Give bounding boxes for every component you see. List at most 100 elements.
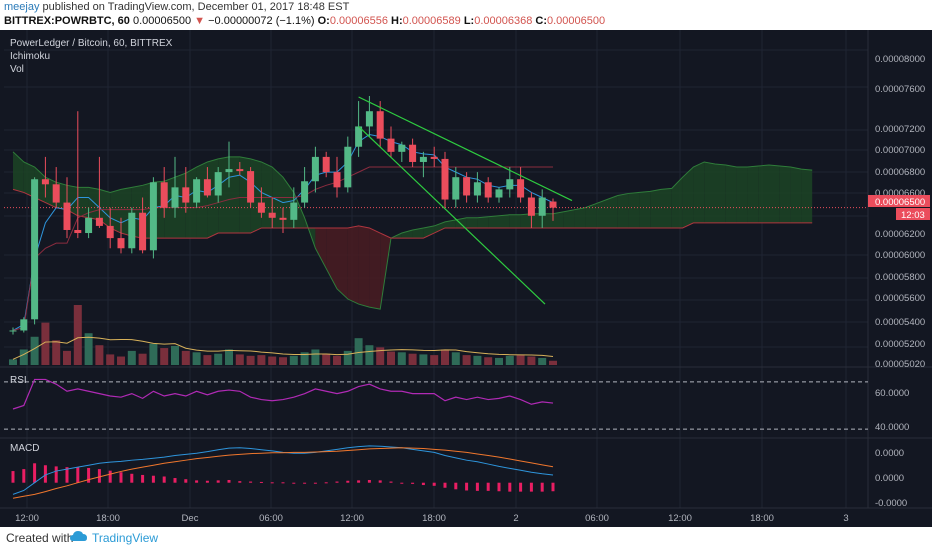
volume-bar-38 [419, 354, 428, 365]
volume-bar-50 [549, 360, 557, 365]
volume-bar-17 [192, 352, 201, 365]
cloud-segment-20 [229, 156, 240, 234]
low-value: 0.00006368 [474, 15, 533, 27]
cloud-segment-31 [347, 225, 359, 305]
macd-hist-bar-30 [335, 481, 339, 483]
upper-trendline [358, 96, 573, 202]
ichimoku-legend[interactable]: Ichimoku [10, 51, 50, 62]
candle-body-25 [279, 217, 287, 220]
volume-bar-46 [505, 355, 514, 365]
cloud-segment-60 [661, 188, 672, 228]
macd-hist-bar-24 [270, 482, 274, 484]
macd-hist-bar-40 [443, 482, 447, 488]
candle-body-37 [409, 144, 417, 162]
leading-span-a [12, 151, 813, 310]
macd-hist-bar-20 [227, 479, 231, 483]
candle-body-48 [527, 197, 535, 216]
trendline-drawings[interactable] [358, 96, 573, 305]
volume-bar-36 [397, 352, 406, 365]
open-value: 0.00006556 [329, 15, 388, 27]
publish-header: meejay published on TradingView.com, Dec… [0, 0, 932, 30]
candle-body-41 [452, 177, 460, 200]
candle-body-12 [139, 212, 147, 251]
time-tick-10: 3 [843, 513, 848, 524]
time-tick-9: 18:00 [750, 513, 774, 524]
candle-body-8 [95, 217, 103, 226]
cloud-segment-71 [779, 166, 791, 223]
volume-bar-22 [246, 355, 255, 365]
volume-legend[interactable]: Vol [10, 64, 24, 75]
macd-hist-bar-16 [184, 479, 188, 483]
macd-hist-bar-9 [108, 470, 112, 483]
macd-legend[interactable]: MACD [10, 443, 39, 454]
symbol-label: BITTREX:POWRBTC, 60 [4, 15, 130, 27]
price-axes[interactable]: 0.00008000 0.00007600 0.00007200 0.00007000… [875, 54, 925, 509]
cloud-segment-68 [747, 166, 759, 223]
time-tick-0: 12:00 [15, 513, 39, 524]
chart-title: PowerLedger / Bitcoin, 60, BITTREX [10, 38, 173, 49]
macd-hist-bar-0 [11, 471, 15, 483]
time-axis[interactable]: 12:00 18:00 Dec 06:00 12:00 18:00 2 06:00 12:00 1… [0, 507, 932, 524]
volume-bar-13 [149, 343, 158, 365]
change-value: −0.00000072 (−1.1%) [208, 15, 315, 27]
volume-bar-33 [365, 345, 374, 365]
macd-hist-bar-39 [432, 482, 436, 486]
tradingview-cloud-icon [70, 531, 87, 541]
macd-hist-bar-26 [292, 482, 296, 484]
cloud-segment-69 [758, 165, 769, 223]
macd-tick-0: 0.0000 [875, 448, 904, 459]
cloud-segment-18 [207, 158, 219, 239]
volume-bar-20 [225, 349, 233, 365]
volume-bar-44 [484, 357, 493, 365]
tradingview-brand-link[interactable]: TradingView [92, 531, 159, 545]
candle-body-28 [311, 156, 319, 182]
volume-bar-18 [203, 355, 212, 365]
macd-hist-bar-3 [43, 465, 47, 483]
macd-hist-bar-23 [259, 481, 263, 483]
volume-bar-49 [538, 357, 547, 365]
candle-body-39 [430, 156, 438, 159]
macd-hist-bar-10 [119, 472, 123, 483]
candle-body-1 [20, 319, 28, 331]
candle-body-49 [538, 197, 546, 216]
cloud-segment-57 [628, 192, 640, 228]
time-tick-5: 18:00 [422, 513, 446, 524]
macd-hist-bar-33 [367, 479, 371, 483]
volume-bar-8 [95, 345, 104, 365]
candle-body-0 [9, 330, 17, 332]
macd-hist-bar-50 [551, 482, 555, 492]
candlesticks [9, 95, 557, 335]
cloud-segment-61 [671, 177, 683, 228]
cloud-segment-49 [542, 213, 553, 228]
macd-hist-bar-44 [486, 482, 490, 491]
candle-body-4 [52, 184, 60, 203]
volume-bar-26 [289, 355, 298, 365]
rsi-tick-1: 40.0000 [875, 422, 909, 433]
macd-hist-bar-13 [151, 475, 155, 483]
chart-canvas[interactable]: 0.00008000 0.00007600 0.00007200 0.00007000… [0, 30, 932, 527]
candle-body-15 [171, 187, 179, 208]
candle-body-33 [365, 111, 373, 127]
candle-body-13 [149, 182, 157, 251]
candle-body-11 [128, 212, 136, 249]
price-tick-3: 0.00007000 [875, 145, 925, 156]
macd-hist-bar-47 [519, 482, 523, 492]
volume-bar-9 [106, 354, 115, 365]
volume-bar-23 [257, 355, 266, 365]
candle-body-14 [160, 182, 168, 208]
candle-body-32 [355, 126, 363, 147]
cloud-segment-30 [337, 227, 348, 300]
macd-hist-bar-17 [195, 480, 199, 483]
candle-body-44 [484, 182, 492, 198]
candle-body-22 [247, 171, 255, 203]
cloud-segment-36 [401, 229, 413, 239]
author-link[interactable]: meejay [4, 1, 40, 13]
cloud-segment-37 [412, 227, 424, 239]
cloud-segment-44 [488, 215, 499, 228]
volume-bar-1 [19, 349, 28, 365]
volume-bar-41 [451, 352, 460, 365]
rsi-legend[interactable]: RSI [10, 375, 27, 386]
volume-bar-32 [354, 338, 363, 365]
lower-trendline [358, 126, 546, 305]
candle-body-19 [214, 172, 222, 196]
